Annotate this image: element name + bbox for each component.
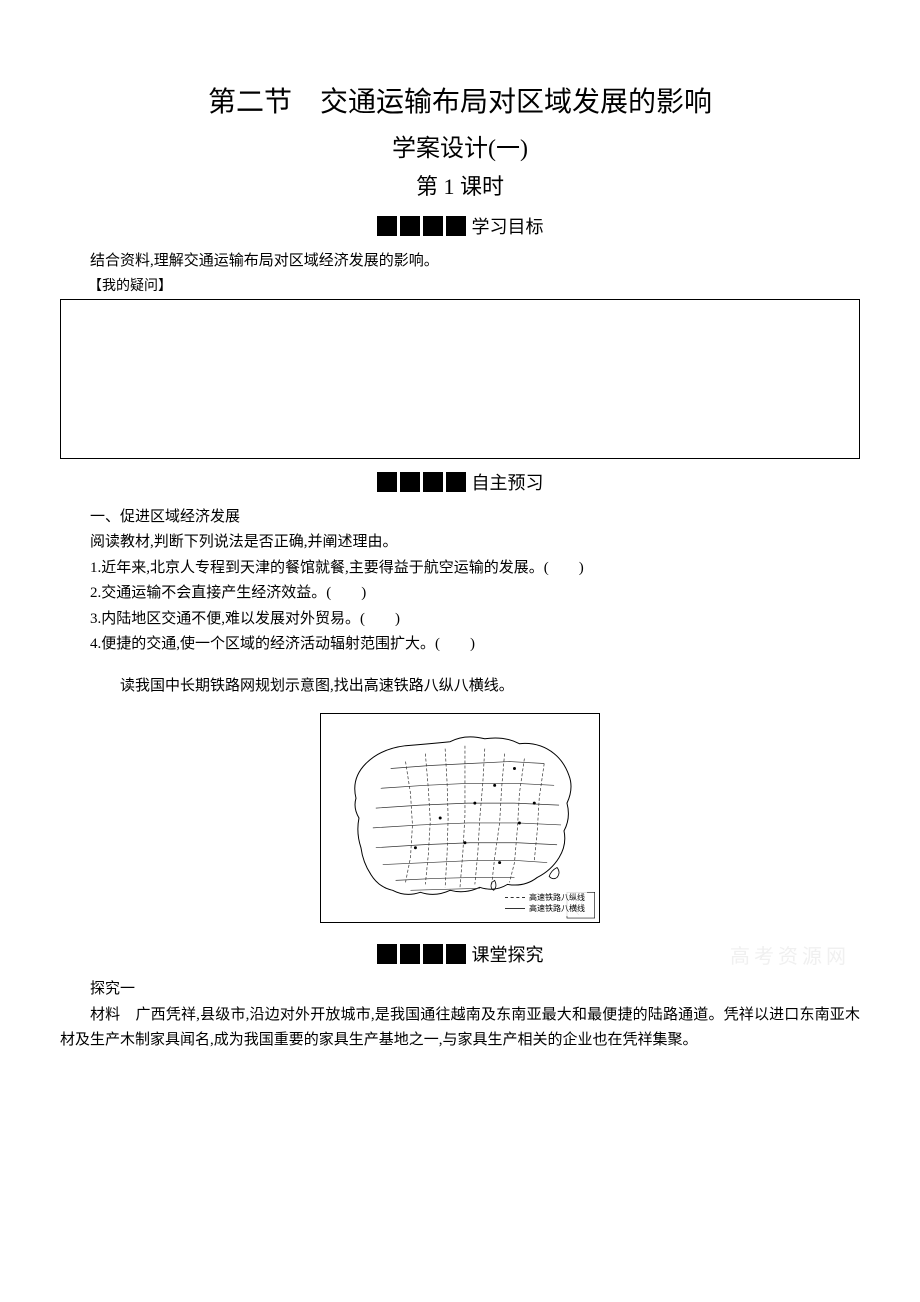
preview-item: 2.交通运输不会直接产生经济效益。( ) [60,581,860,607]
question-label: 【我的疑问】 [60,275,860,295]
preview-item: 3.内陆地区交通不便,难以发展对外贸易。( ) [60,607,860,633]
section-label-inquiry: 课堂探究 [472,941,544,967]
title-main: 第二节 交通运输布局对区域发展的影响 [60,80,860,120]
legend-row: 高速铁路八横线 [505,903,585,914]
section-header-inquiry: 课堂探究 [60,941,860,967]
material-text: 广西凭祥,县级市,沿边对外开放城市,是我国通往越南及东南亚最大和最便捷的陆路通道… [60,1007,860,1049]
title-lesson: 第 1 课时 [60,169,860,201]
preview-heading: 一、促进区域经济发展 [60,505,860,531]
legend-row: 高速铁路八纵线 [505,892,585,903]
material-label: 材料 [90,1007,120,1023]
inquiry-heading: 探究一 [60,977,860,1003]
map-city-dots [414,767,536,864]
preview-instruction: 阅读教材,判断下列说法是否正确,并阐述理由。 [60,530,860,556]
section-label-goals: 学习目标 [472,213,544,239]
preview-item: 4.便捷的交通,使一个区域的经济活动辐射范围扩大。( ) [60,632,860,658]
question-box [60,299,860,459]
china-map: 高速铁路八纵线 高速铁路八横线 [320,713,600,923]
legend-label-solid: 高速铁路八横线 [529,903,585,914]
section-header-goals: 学习目标 [60,213,860,239]
redact-blocks-icon [377,944,466,964]
china-outline [355,737,571,894]
map-container: 高速铁路八纵线 高速铁路八横线 [60,713,860,927]
island-outline [549,868,559,879]
redact-blocks-icon [377,472,466,492]
goals-text: 结合资料,理解交通运输布局对区域经济发展的影响。 [60,249,860,275]
rail-horizontal-lines [373,762,561,891]
inquiry-material: 材料 广西凭祥,县级市,沿边对外开放城市,是我国通往越南及东南亚最大和最便捷的陆… [60,1003,860,1054]
title-sub: 学案设计(一) [60,128,860,163]
preview-item: 1.近年来,北京人专程到天津的餐馆就餐,主要得益于航空运输的发展。( ) [60,556,860,582]
map-legend: 高速铁路八纵线 高速铁路八横线 [503,890,587,916]
rail-vertical-lines [406,746,545,888]
section-label-preview: 自主预习 [472,469,544,495]
redact-blocks-icon [377,216,466,236]
legend-line-dashed-icon [505,897,525,898]
legend-label-dashed: 高速铁路八纵线 [529,892,585,903]
map-instruction: 读我国中长期铁路网规划示意图,找出高速铁路八纵八横线。 [60,674,860,700]
section-header-preview: 自主预习 [60,469,860,495]
legend-line-solid-icon [505,908,525,909]
